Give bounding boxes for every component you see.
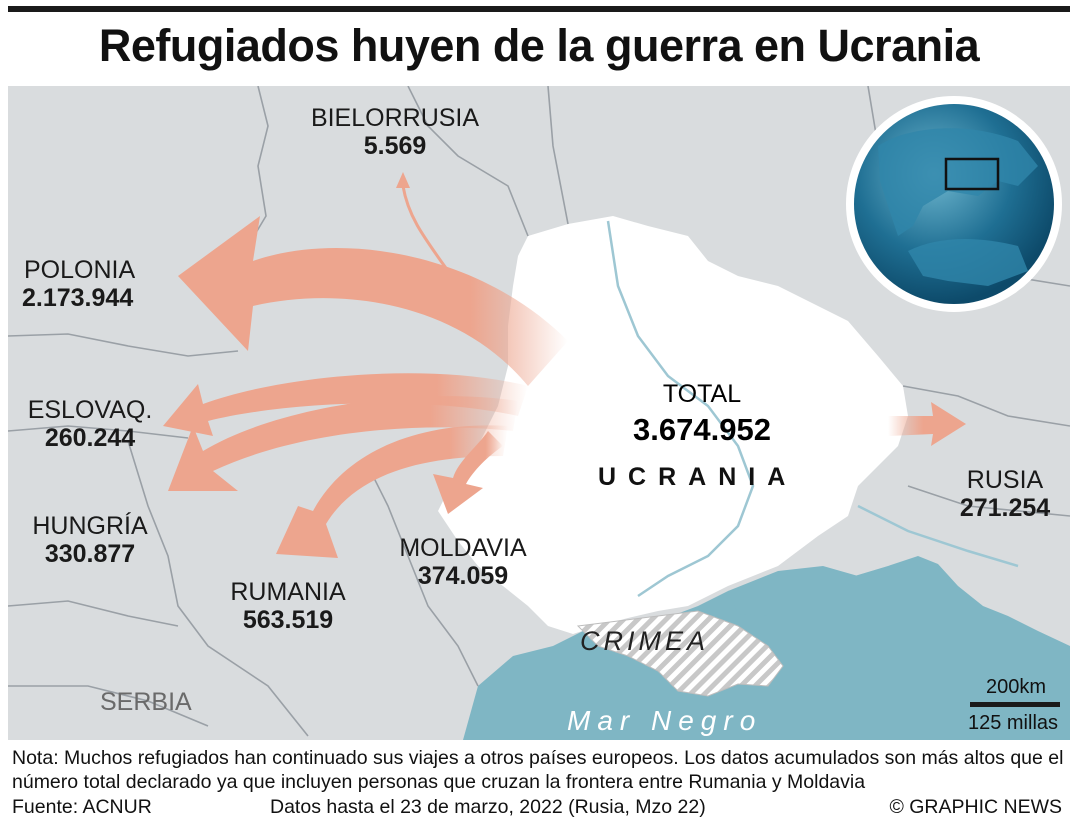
- scale-km: 200km: [985, 676, 1047, 698]
- label-hungary: HUNGRÍA 330.877: [32, 512, 148, 568]
- source-text: Fuente: ACNUR: [12, 796, 152, 818]
- country-borders: [8, 86, 1070, 737]
- serbia-label: SERBIA: [100, 688, 192, 716]
- footnote: Nota: Muchos refugiados han continuado s…: [12, 747, 1064, 793]
- globe-inset: [846, 96, 1062, 312]
- map-area: [8, 86, 1070, 740]
- rivers: [606, 220, 1019, 598]
- arrow-romania: [276, 425, 508, 558]
- arrow-russia: [888, 402, 966, 446]
- globe-locator-box: [944, 157, 1000, 191]
- arrow-poland: [178, 216, 568, 386]
- label-poland: POLONIA 2.173.944: [22, 256, 136, 312]
- arrow-belarus-head: [396, 172, 410, 188]
- arrow-belarus: [401, 185, 450, 272]
- label-russia: RUSIA 271.254: [959, 466, 1051, 522]
- crimea-territory: [576, 610, 784, 697]
- footer: Fuente: ACNUR Datos hasta el 23 de marzo…: [12, 796, 1070, 822]
- total-label: TOTAL: [662, 380, 742, 408]
- label-moldova: MOLDAVIA 374.059: [399, 534, 527, 590]
- azov-sea: [728, 566, 858, 616]
- credit-text: © GRAPHIC NEWS: [889, 796, 1062, 818]
- scale-bar: [970, 702, 1060, 707]
- date-text: Datos hasta el 23 de marzo, 2022 (Rusia,…: [270, 796, 706, 818]
- ukraine-label: UCRANIA: [598, 463, 798, 491]
- top-rule: [8, 6, 1070, 12]
- label-slovakia: ESLOVAQ. 260.244: [27, 396, 153, 452]
- sea-label: Mar Negro: [567, 705, 763, 736]
- label-belarus: BIELORRUSIA 5.569: [310, 104, 480, 160]
- scale-miles: 125 millas: [967, 712, 1059, 734]
- label-romania: RUMANIA 563.519: [230, 578, 346, 634]
- total-value: 3.674.952: [633, 412, 771, 447]
- arrow-moldova: [433, 431, 503, 514]
- page-title: Refugiados huyen de la guerra en Ucrania: [98, 20, 980, 71]
- arrow-hungary: [168, 396, 518, 491]
- ukraine-territory: [438, 216, 908, 634]
- crimea-label: CRIMEA: [580, 626, 710, 656]
- map-svg: [8, 86, 1070, 740]
- arrow-slovakia: [163, 373, 528, 436]
